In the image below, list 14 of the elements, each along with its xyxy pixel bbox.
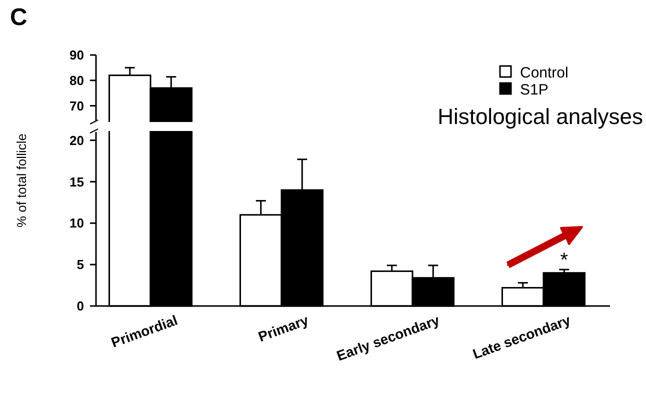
y-tick-label: 0 (76, 298, 84, 314)
y-axis-title: % of total follicle (14, 134, 29, 228)
y-tick-label: 20 (70, 132, 84, 148)
legend-label: Control (520, 64, 568, 82)
y-tick-label: 80 (70, 72, 84, 88)
y-tick-label: 90 (70, 48, 84, 63)
y-tick-label: 15 (70, 174, 84, 190)
legend-label: S1P (520, 81, 548, 98)
text: Histological analyses (438, 104, 643, 129)
y-tick-label: 10 (70, 216, 84, 231)
annotation: * (560, 250, 568, 272)
y-tick-label: 5 (76, 257, 84, 272)
chart-title: C (10, 4, 28, 31)
y-tick-label: 70 (70, 98, 84, 114)
